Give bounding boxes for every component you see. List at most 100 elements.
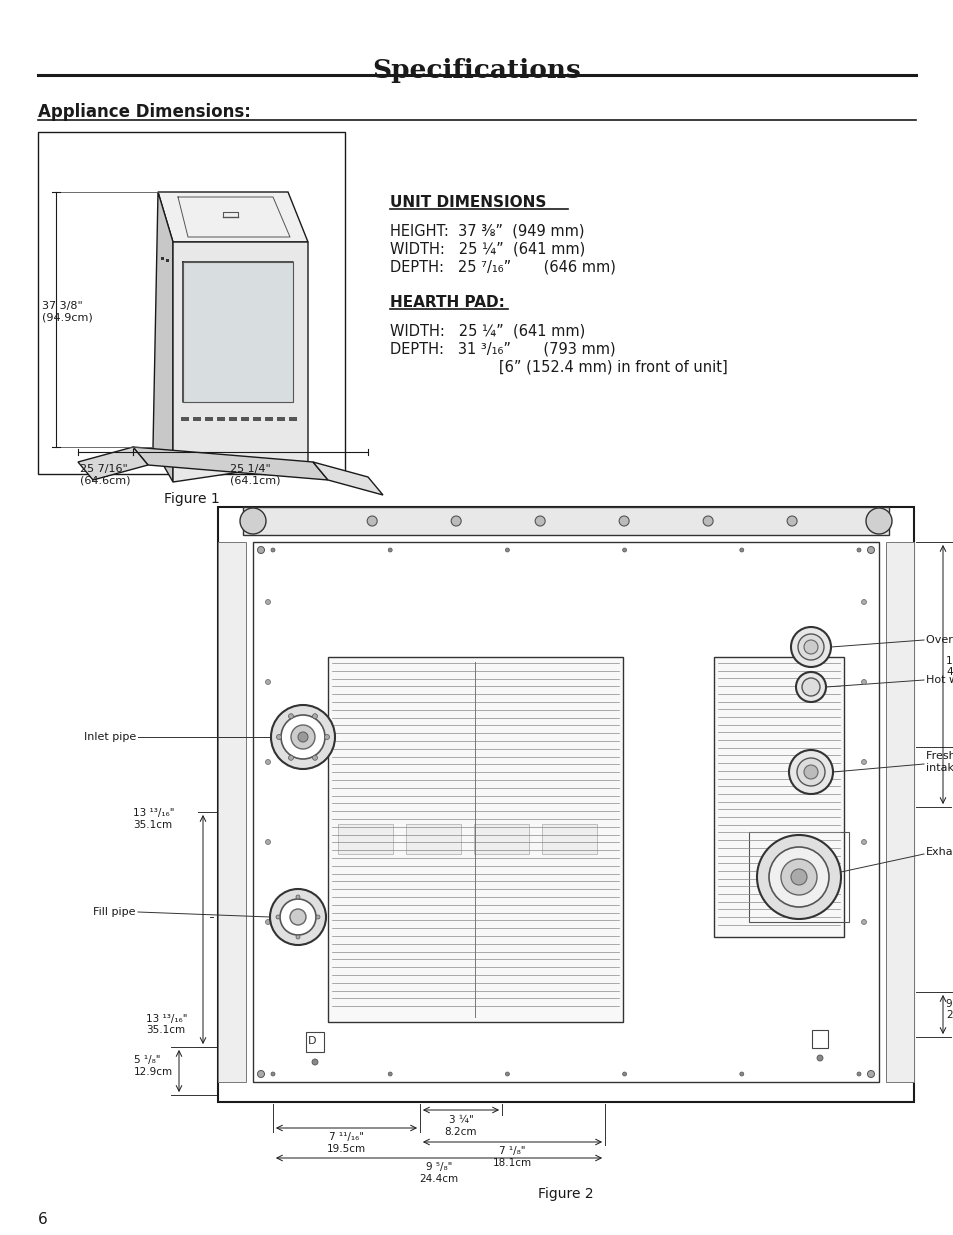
Circle shape [861,760,865,764]
Polygon shape [276,417,285,421]
Polygon shape [78,447,148,480]
Circle shape [271,705,335,769]
Polygon shape [313,462,382,495]
Bar [748,832,848,923]
Polygon shape [158,191,308,242]
Circle shape [275,915,280,919]
Bar [541,824,597,853]
Circle shape [257,547,264,553]
Circle shape [290,909,306,925]
Text: HEIGHT:  37 ⅜”  (949 mm): HEIGHT: 37 ⅜” (949 mm) [390,224,584,238]
Circle shape [739,1072,743,1076]
Circle shape [240,508,266,534]
Bar [223,437,234,450]
Circle shape [388,548,392,552]
Circle shape [367,516,376,526]
Text: Inlet pipe: Inlet pipe [84,732,136,742]
Circle shape [313,714,317,719]
Circle shape [816,1055,822,1061]
Circle shape [803,640,817,655]
Circle shape [790,869,806,885]
Circle shape [288,714,294,719]
Bar [406,824,460,853]
Text: HEARTH PAD:: HEARTH PAD: [390,295,504,310]
Text: Over flow valve: Over flow valve [925,635,953,645]
Circle shape [535,516,544,526]
Text: DEPTH:   25 ⁷/₁₆”       (646 mm): DEPTH: 25 ⁷/₁₆” (646 mm) [390,259,616,274]
Text: 37 3/8"
(94.9cm): 37 3/8" (94.9cm) [42,300,92,322]
Circle shape [856,548,861,552]
Polygon shape [193,417,201,421]
Text: 5 ¹/₈"
12.9cm: 5 ¹/₈" 12.9cm [133,1055,172,1077]
Text: 18 ³/₈"
46.7cm: 18 ³/₈" 46.7cm [945,656,953,677]
Text: WIDTH:   25 ¼”  (641 mm): WIDTH: 25 ¼” (641 mm) [390,241,584,256]
Text: 7 ¹/₈"
18.1cm: 7 ¹/₈" 18.1cm [493,1146,532,1167]
Text: 7 ¹¹/₁₆"
19.5cm: 7 ¹¹/₁₆" 19.5cm [327,1132,366,1153]
Circle shape [866,547,874,553]
Polygon shape [253,417,261,421]
Text: [6” (152.4 mm) in front of unit]: [6” (152.4 mm) in front of unit] [448,359,727,374]
Circle shape [295,895,299,899]
Text: 25 1/4"
(64.1cm): 25 1/4" (64.1cm) [231,464,281,485]
Circle shape [622,548,626,552]
Text: Fill pipe: Fill pipe [93,906,136,918]
Polygon shape [183,262,293,403]
Text: 9 ¾"
24.7cm: 9 ¾" 24.7cm [945,999,953,1020]
Bar [218,508,913,1102]
Bar [474,824,529,853]
Circle shape [856,1072,861,1076]
Text: 13 ¹³/₁₆"
35.1cm: 13 ¹³/₁₆" 35.1cm [146,1014,188,1035]
Circle shape [288,756,294,761]
Circle shape [271,548,274,552]
Circle shape [861,840,865,845]
Text: 25 7/16"
(64.6cm): 25 7/16" (64.6cm) [80,464,131,485]
Circle shape [295,935,299,939]
Bar [811,1030,827,1049]
Circle shape [768,847,828,906]
Circle shape [265,599,271,604]
Bar [218,542,246,1082]
Polygon shape [229,417,236,421]
Text: Figure 1: Figure 1 [164,492,219,506]
Circle shape [801,678,820,697]
Polygon shape [241,417,249,421]
Circle shape [505,548,509,552]
Text: Specifications: Specifications [373,58,580,83]
Text: Fresh air
intake: Fresh air intake [925,751,953,773]
Circle shape [265,920,271,925]
Text: Appliance Dimensions:: Appliance Dimensions: [38,103,251,121]
Text: WIDTH:   25 ¼”  (641 mm): WIDTH: 25 ¼” (641 mm) [390,324,584,338]
Polygon shape [289,417,296,421]
Circle shape [861,920,865,925]
Text: Figure 2: Figure 2 [537,1187,593,1200]
Text: 3 ¼"
8.2cm: 3 ¼" 8.2cm [444,1115,476,1136]
Circle shape [315,915,319,919]
Circle shape [861,679,865,684]
Circle shape [280,899,315,935]
Circle shape [795,672,825,701]
Circle shape [618,516,628,526]
Polygon shape [265,417,273,421]
Text: 9 ⁵/₈"
24.4cm: 9 ⁵/₈" 24.4cm [419,1162,458,1183]
Circle shape [796,758,824,785]
Bar [38,132,345,474]
Bar [253,542,878,1082]
Text: DEPTH:   31 ³/₁₆”       (793 mm): DEPTH: 31 ³/₁₆” (793 mm) [390,341,615,356]
Bar [885,542,913,1082]
Circle shape [790,627,830,667]
Text: 13 ¹³/₁₆"
35.1cm: 13 ¹³/₁₆" 35.1cm [132,808,174,830]
Circle shape [265,760,271,764]
Circle shape [265,679,271,684]
Circle shape [324,735,329,740]
Text: Hot water outlet: Hot water outlet [925,676,953,685]
Polygon shape [172,242,308,482]
Circle shape [270,889,326,945]
Circle shape [797,634,823,659]
Circle shape [803,764,817,779]
Circle shape [257,1071,264,1077]
Polygon shape [181,417,189,421]
Circle shape [865,508,891,534]
Circle shape [291,725,314,748]
Circle shape [312,1058,317,1065]
Polygon shape [205,417,213,421]
